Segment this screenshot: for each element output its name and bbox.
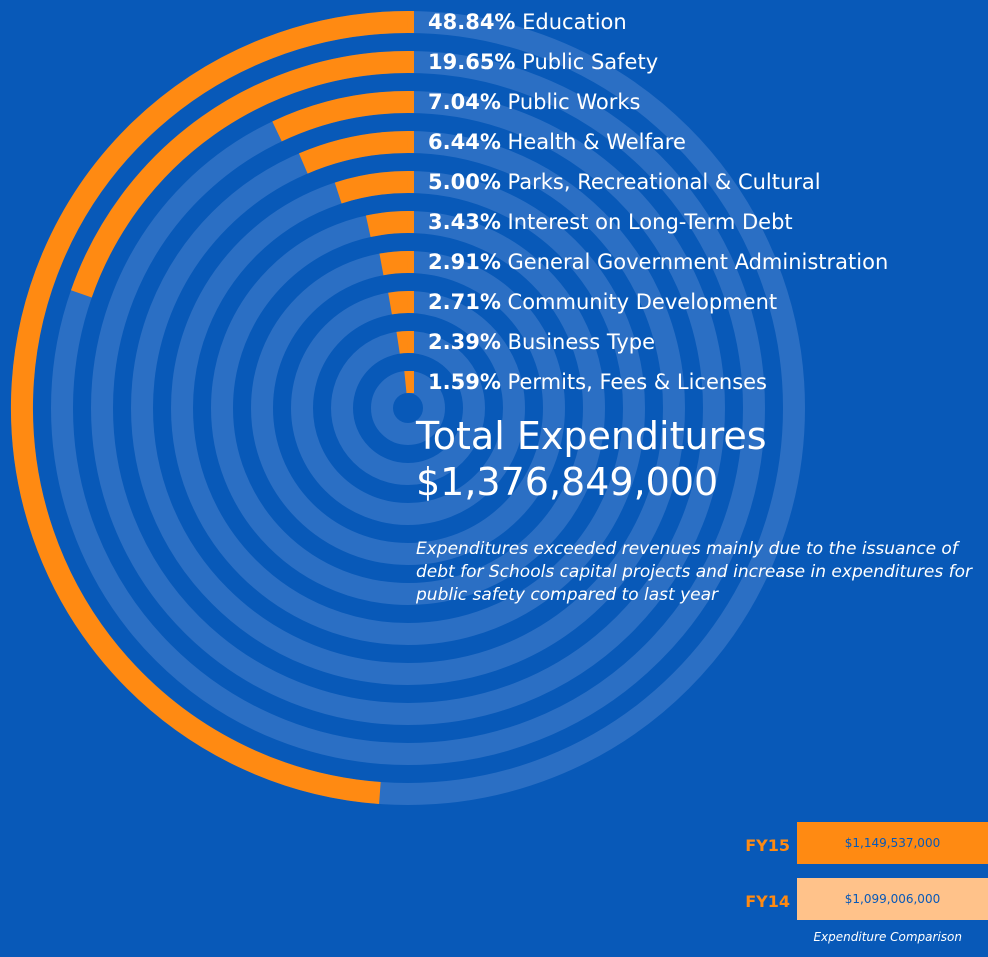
comparison-value-fy14: $1,099,006,000 — [844, 892, 941, 906]
comparison-label-fy15: FY15 — [745, 836, 790, 855]
arc-cap — [408, 51, 414, 73]
total-title: Total Expenditures — [416, 414, 767, 458]
arc-business-type — [396, 330, 409, 354]
category-name: Parks, Recreational & Cultural — [500, 170, 821, 194]
category-name: Community Development — [500, 290, 778, 314]
expenditure-note: Expenditures exceeded revenues mainly du… — [416, 539, 973, 605]
comparison-value-fy15: $1,149,537,000 — [844, 836, 941, 850]
category-label: 3.43% Interest on Long-Term Debt — [428, 210, 793, 234]
category-name: Public Safety — [515, 50, 659, 74]
category-name: Health & Welfare — [500, 130, 686, 154]
category-percent: 2.71% — [428, 290, 501, 314]
comparison-bar-fy15: $1,149,537,000 — [797, 822, 988, 864]
arc-parks-recreational-cultural — [334, 171, 409, 204]
total-amount: $1,376,849,000 — [416, 460, 719, 504]
category-percent: 3.43% — [428, 210, 501, 234]
category-percent: 1.59% — [428, 370, 501, 394]
arc-public-works — [272, 91, 409, 142]
arc-cap — [408, 11, 414, 33]
category-label: 6.44% Health & Welfare — [428, 130, 686, 154]
arc-cap — [408, 171, 414, 193]
category-percent: 7.04% — [428, 90, 501, 114]
arc-education — [10, 11, 409, 804]
arc-cap — [408, 331, 414, 353]
arc-cap — [408, 131, 414, 153]
arc-cap — [408, 91, 414, 113]
arc-interest-on-long-term-debt — [365, 211, 409, 238]
arc-cap — [408, 291, 414, 313]
category-percent: 19.65% — [428, 50, 516, 74]
comparison-bar-fy14: $1,099,006,000 — [797, 878, 988, 920]
arc-health-welfare — [298, 131, 409, 174]
category-percent: 2.91% — [428, 250, 501, 274]
arc-general-government-administration — [379, 250, 409, 276]
category-name: Interest on Long-Term Debt — [500, 210, 793, 234]
category-percent: 2.39% — [428, 330, 501, 354]
comparison-label-fy14: FY14 — [745, 892, 790, 911]
category-label: 19.65% Public Safety — [428, 50, 658, 74]
category-label: 5.00% Parks, Recreational & Cultural — [428, 170, 821, 194]
category-name: General Government Administration — [500, 250, 889, 274]
category-percent: 5.00% — [428, 170, 501, 194]
category-name: Business Type — [500, 330, 656, 354]
category-label: 2.91% General Government Administration — [428, 250, 888, 274]
category-name: Education — [515, 10, 627, 34]
arc-cap — [408, 251, 414, 273]
total-expenditures: Total Expenditures $1,376,849,000 — [416, 413, 767, 505]
comparison-caption: Expenditure Comparison — [813, 930, 962, 944]
category-percent: 48.84% — [428, 10, 516, 34]
category-label: 2.39% Business Type — [428, 330, 655, 354]
category-name: Public Works — [500, 90, 641, 114]
category-label: 1.59% Permits, Fees & Licenses — [428, 370, 767, 394]
category-percent: 6.44% — [428, 130, 501, 154]
category-label: 48.84% Education — [428, 10, 627, 34]
arc-cap — [408, 371, 414, 393]
category-label: 7.04% Public Works — [428, 90, 640, 114]
arc-community-development — [388, 290, 409, 315]
category-label: 2.71% Community Development — [428, 290, 777, 314]
arc-public-safety — [70, 51, 409, 298]
category-name: Permits, Fees & Licenses — [500, 370, 767, 394]
arc-cap — [408, 211, 414, 233]
